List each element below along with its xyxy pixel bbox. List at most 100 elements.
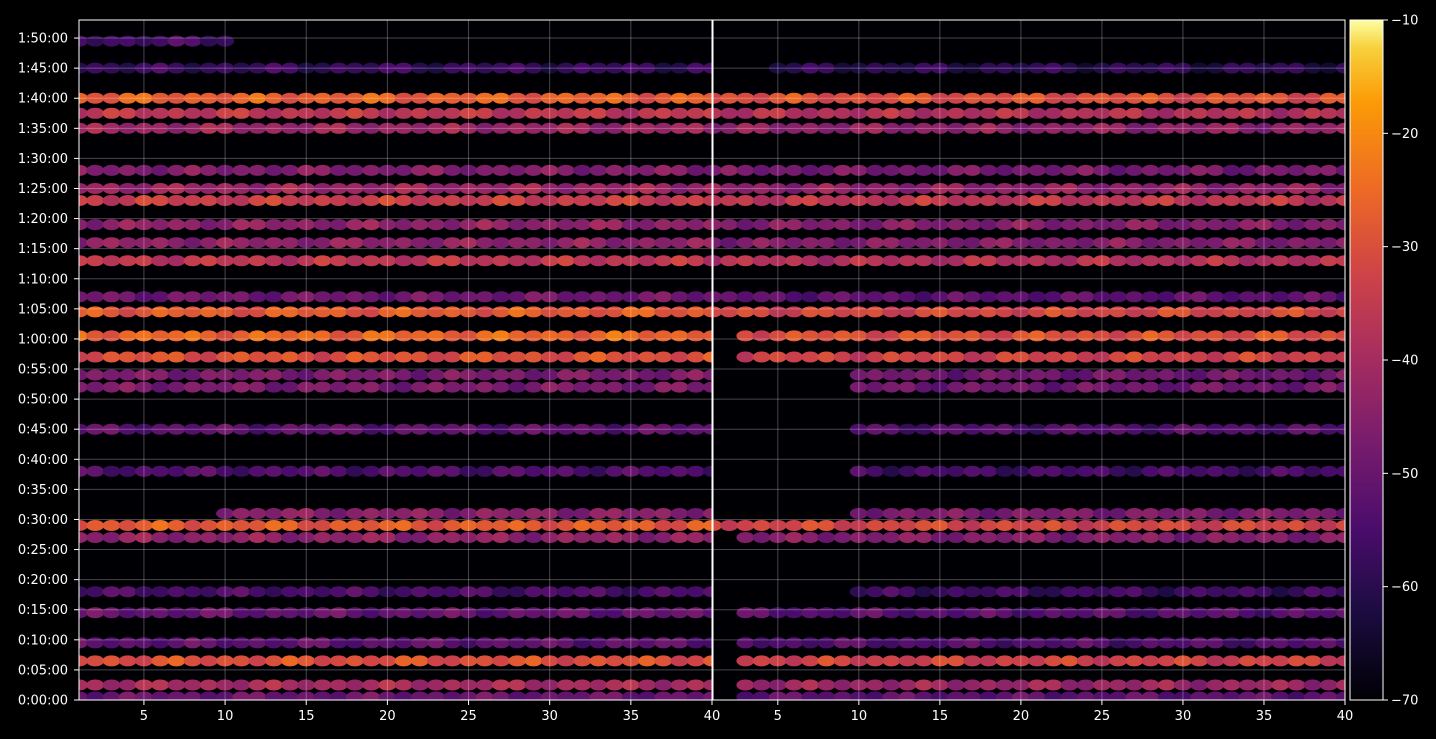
heatmap-cell <box>720 195 739 206</box>
heatmap-cell <box>621 423 640 435</box>
heatmap-cell <box>313 92 332 104</box>
heatmap-cell <box>963 92 982 104</box>
heatmap-cell <box>508 691 527 700</box>
heatmap-cell <box>866 520 885 531</box>
heatmap-cell <box>1190 508 1209 519</box>
heatmap-cell <box>947 508 966 519</box>
heatmap-cell <box>524 92 543 104</box>
heatmap-cell <box>1190 369 1209 381</box>
heatmap-cell <box>1255 465 1273 477</box>
heatmap-cell <box>573 330 592 342</box>
heatmap-cell <box>1190 423 1209 435</box>
heatmap-cell <box>329 219 348 231</box>
heatmap-cell <box>979 330 998 342</box>
heatmap-cell <box>556 532 575 543</box>
heatmap-cell <box>1255 520 1273 531</box>
heatmap-cell <box>1044 520 1063 531</box>
heatmap-cell <box>1271 219 1290 231</box>
heatmap-cell <box>394 183 413 194</box>
heatmap-cell <box>79 195 88 206</box>
heatmap-cell <box>345 586 364 598</box>
heatmap-cell <box>1125 586 1144 598</box>
heatmap-cell <box>79 122 88 134</box>
heatmap-cell <box>573 691 592 700</box>
heatmap-cell <box>410 62 429 74</box>
heatmap-cell <box>183 369 202 381</box>
y-tick-label: 0:10:00 <box>18 633 68 648</box>
heatmap-cell <box>475 330 494 342</box>
heatmap-cell <box>281 679 299 691</box>
heatmap-cell <box>86 330 105 342</box>
heatmap-cell <box>995 122 1014 134</box>
heatmap-cell <box>1271 164 1290 176</box>
heatmap-cell <box>167 306 186 318</box>
heatmap-cell <box>79 655 88 667</box>
heatmap-cell <box>621 679 640 691</box>
heatmap-cell <box>264 679 283 691</box>
heatmap-cell <box>1092 586 1111 598</box>
heatmap-cell <box>833 92 852 104</box>
heatmap-cell <box>248 655 267 667</box>
y-tick-label: 1:20:00 <box>18 212 68 227</box>
heatmap-cell <box>86 62 105 74</box>
heatmap-cell <box>995 655 1014 667</box>
heatmap-cell <box>605 164 624 176</box>
heatmap-cell <box>216 351 235 363</box>
heatmap-cell <box>914 423 933 435</box>
heatmap-cell <box>492 520 510 531</box>
heatmap-cell <box>134 637 153 649</box>
heatmap-cell <box>589 306 608 318</box>
heatmap-cell <box>1190 520 1209 531</box>
heatmap-cell <box>801 637 820 649</box>
heatmap-cell <box>768 62 787 74</box>
heatmap-cell <box>167 381 186 393</box>
heatmap-cell <box>995 351 1014 363</box>
heatmap-cell <box>134 255 153 267</box>
heatmap-cell <box>914 291 933 303</box>
heatmap-cell <box>427 465 446 477</box>
heatmap-cell <box>589 381 608 393</box>
heatmap-cell <box>1044 351 1063 363</box>
heatmap-cell <box>1336 164 1345 176</box>
heatmap-cell <box>866 164 885 176</box>
heatmap-cell <box>914 255 933 267</box>
heatmap-cell <box>443 255 462 267</box>
heatmap-cell <box>654 183 673 194</box>
heatmap-cell <box>264 381 283 393</box>
heatmap-cell <box>183 586 202 598</box>
heatmap-cell <box>281 369 299 381</box>
heatmap-cell <box>621 107 640 119</box>
heatmap-cell <box>1109 381 1128 393</box>
heatmap-cell <box>1190 381 1209 393</box>
heatmap-cell <box>817 679 836 691</box>
heatmap-cell <box>79 691 88 700</box>
heatmap-cell <box>102 107 121 119</box>
heatmap-cell <box>1222 62 1241 74</box>
heatmap-cell <box>930 351 949 363</box>
heatmap-cell <box>232 330 251 342</box>
heatmap-cell <box>768 255 787 267</box>
heatmap-cell <box>866 255 885 267</box>
heatmap-cell <box>183 107 202 119</box>
heatmap-cell <box>183 655 202 667</box>
heatmap-cell <box>443 607 462 619</box>
heatmap-cell <box>1336 195 1345 206</box>
heatmap-cell <box>621 637 640 649</box>
heatmap-cell <box>410 586 429 598</box>
heatmap-cell <box>963 520 982 531</box>
heatmap-cell <box>378 586 397 598</box>
heatmap-cell <box>297 607 316 619</box>
heatmap-cell <box>151 520 170 531</box>
heatmap-cell <box>1222 607 1241 619</box>
heatmap-cell <box>736 107 755 119</box>
heatmap-cell <box>281 183 299 194</box>
heatmap-cell <box>345 306 364 318</box>
heatmap-cell <box>1206 508 1225 519</box>
heatmap-cell <box>1319 122 1338 134</box>
heatmap-cell <box>898 306 917 318</box>
heatmap-cell <box>199 351 218 363</box>
heatmap-cell <box>345 679 364 691</box>
heatmap-cell <box>183 195 202 206</box>
heatmap-cell <box>1255 306 1273 318</box>
heatmap-cell <box>1044 586 1063 598</box>
